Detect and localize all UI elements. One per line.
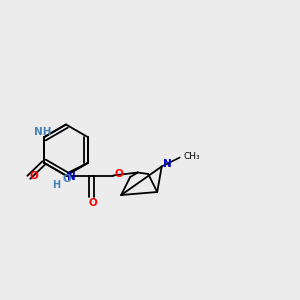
Text: N: N — [67, 172, 76, 182]
Text: NH: NH — [34, 127, 51, 137]
Text: N: N — [163, 159, 172, 169]
Text: O: O — [114, 169, 123, 179]
Text: CH₃: CH₃ — [183, 152, 200, 160]
Text: O: O — [88, 197, 98, 208]
Text: O: O — [30, 171, 39, 181]
Text: H: H — [52, 180, 61, 190]
Text: O: O — [62, 174, 71, 184]
